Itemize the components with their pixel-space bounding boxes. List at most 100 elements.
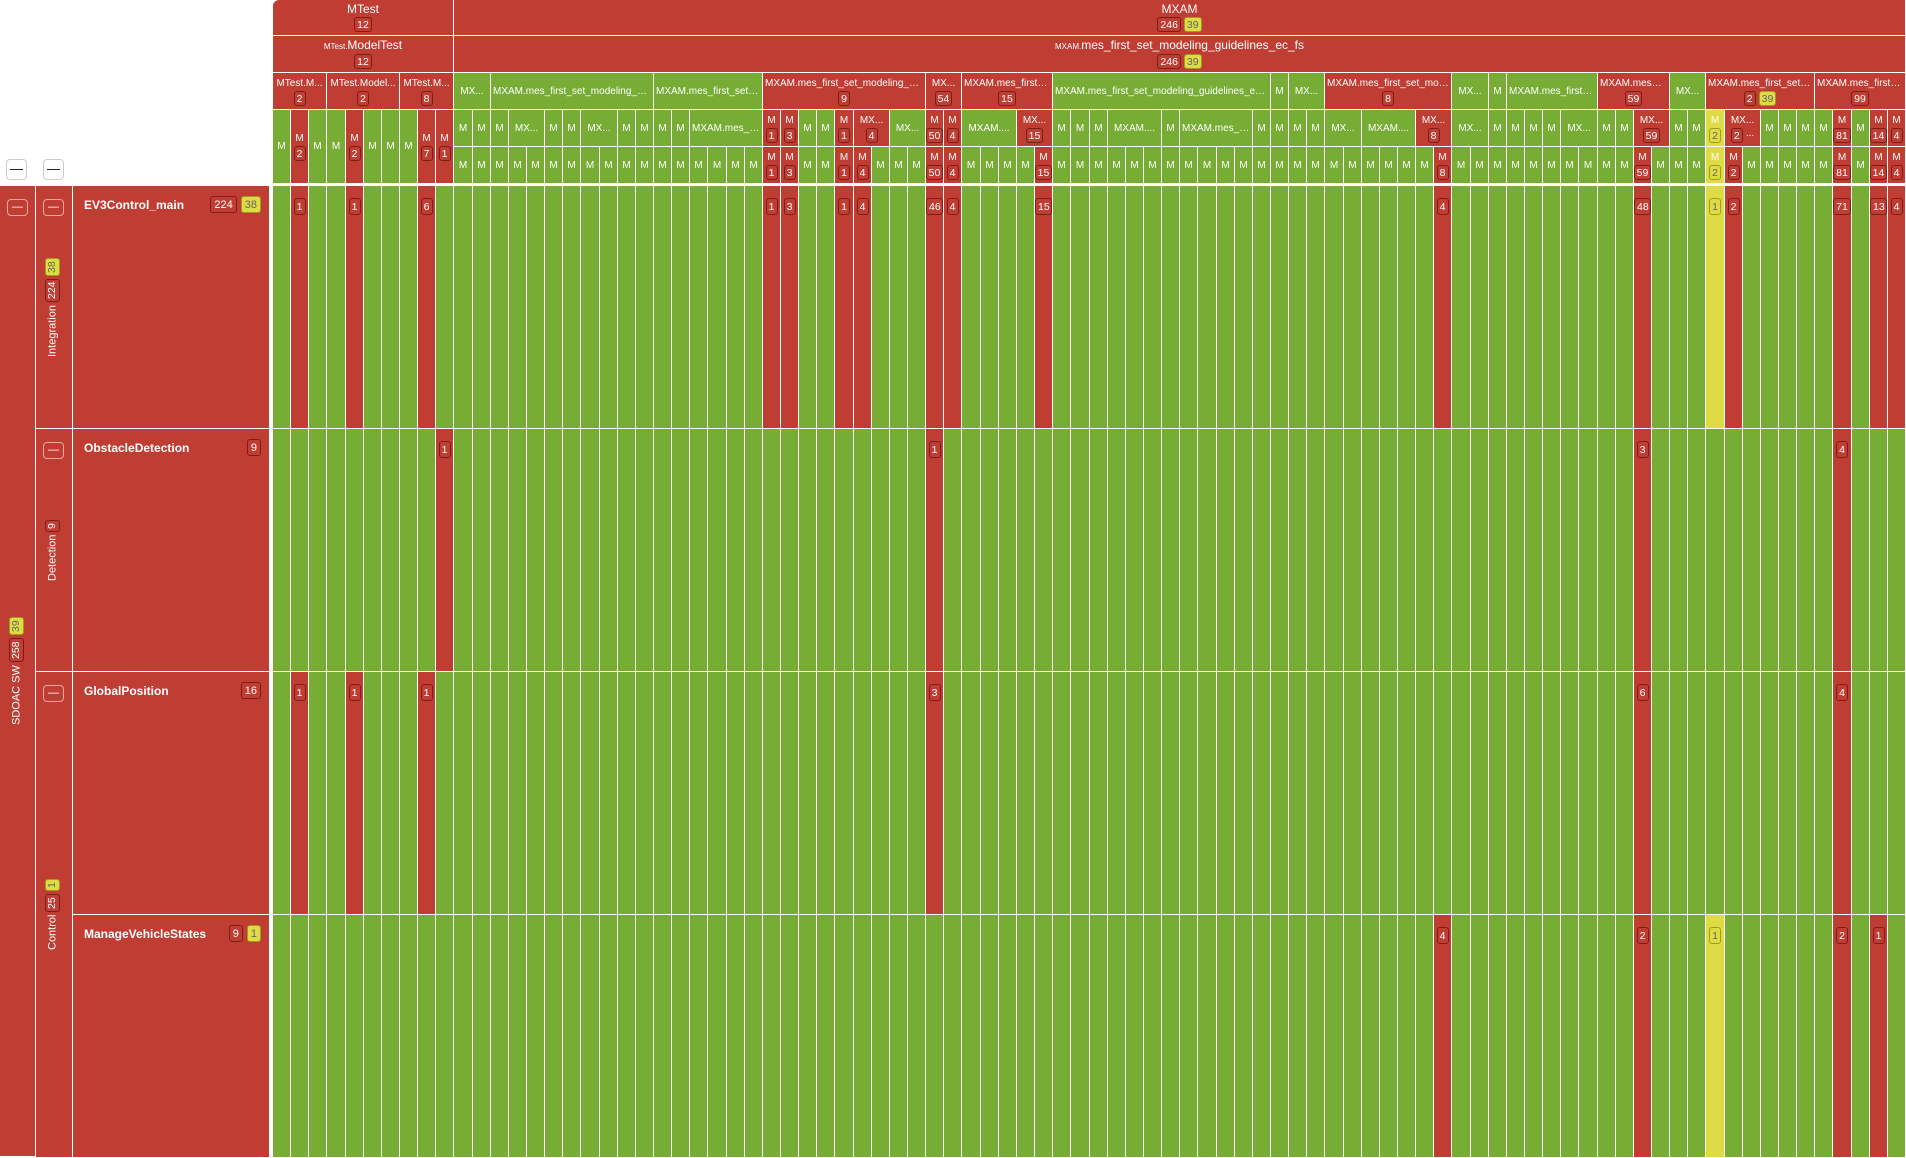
header-subgroup[interactable]: MX... <box>1452 110 1489 147</box>
matrix-cell[interactable] <box>1434 672 1452 915</box>
header-subgroup[interactable]: M <box>1289 110 1307 147</box>
matrix-cell[interactable] <box>1398 672 1416 915</box>
matrix-cell[interactable] <box>1598 429 1616 672</box>
matrix-cell[interactable] <box>491 915 509 1158</box>
matrix-cell[interactable] <box>364 429 382 672</box>
matrix-cell[interactable] <box>1489 186 1507 429</box>
matrix-cell[interactable] <box>1416 186 1434 429</box>
tree-row[interactable]: EV3Control_main 224 38 <box>73 186 270 429</box>
matrix-cell[interactable] <box>400 429 418 672</box>
matrix-cell[interactable] <box>1017 186 1035 429</box>
header-modeltest[interactable]: MTest.ModelTest 12 <box>273 36 454 73</box>
matrix-cell[interactable] <box>600 186 618 429</box>
matrix-cell[interactable] <box>581 672 600 915</box>
matrix-cell[interactable] <box>1725 429 1743 672</box>
matrix-cell[interactable] <box>1198 186 1217 429</box>
matrix-cell[interactable] <box>1507 186 1525 429</box>
matrix-cell[interactable] <box>1235 672 1253 915</box>
header-group[interactable]: MXAM.mes_first_set_modeling_guidelines_e… <box>1053 73 1271 110</box>
matrix-cell[interactable] <box>708 429 727 672</box>
matrix-cell[interactable] <box>1108 186 1126 429</box>
matrix-cell[interactable] <box>1489 429 1507 672</box>
matrix-cell[interactable] <box>400 186 418 429</box>
matrix-cell[interactable] <box>1071 915 1090 1158</box>
matrix-cell[interactable] <box>346 915 364 1158</box>
matrix-cell[interactable] <box>527 186 545 429</box>
matrix-cell[interactable] <box>1543 915 1561 1158</box>
matrix-cell[interactable] <box>1543 429 1561 672</box>
matrix-cell[interactable] <box>708 915 727 1158</box>
matrix-cell[interactable] <box>454 672 473 915</box>
matrix-cell[interactable] <box>1289 186 1307 429</box>
header-subgroup[interactable]: M <box>491 110 509 147</box>
matrix-cell[interactable] <box>1090 672 1108 915</box>
matrix-cell[interactable] <box>1325 915 1344 1158</box>
matrix-cell[interactable] <box>1053 429 1071 672</box>
matrix-cell[interactable] <box>400 672 418 915</box>
header-check[interactable]: M <box>636 147 654 184</box>
matrix-cell[interactable] <box>473 429 491 672</box>
header-group[interactable]: MTest.Model... 2 <box>327 73 400 110</box>
matrix-cell[interactable] <box>999 186 1017 429</box>
matrix-cell[interactable] <box>781 429 799 672</box>
header-check[interactable]: M <box>799 147 817 184</box>
matrix-cell[interactable]: 13 <box>1870 186 1888 429</box>
header-group[interactable]: MTest.M... 2 <box>273 73 327 110</box>
matrix-cell[interactable] <box>854 429 872 672</box>
matrix-cell[interactable]: 1 <box>763 186 781 429</box>
matrix-cell[interactable] <box>1797 915 1815 1158</box>
matrix-cell[interactable] <box>309 186 327 429</box>
matrix-cell[interactable] <box>327 915 346 1158</box>
matrix-cell[interactable] <box>1362 429 1380 672</box>
matrix-cell[interactable] <box>454 429 473 672</box>
header-mtest[interactable]: MTest 12 <box>273 0 454 36</box>
matrix-cell[interactable] <box>1162 672 1180 915</box>
header-subgroup[interactable]: M 81 <box>1833 110 1852 147</box>
matrix-cell[interactable] <box>745 429 763 672</box>
matrix-cell[interactable] <box>1071 429 1090 672</box>
matrix-cell[interactable] <box>527 915 545 1158</box>
header-check[interactable]: M <box>600 147 618 184</box>
matrix-cell[interactable] <box>1053 186 1071 429</box>
matrix-cell[interactable] <box>1217 915 1235 1158</box>
matrix-cell[interactable] <box>1289 429 1307 672</box>
matrix-cell[interactable] <box>636 915 654 1158</box>
header-check[interactable]: M <box>908 147 926 184</box>
matrix-cell[interactable] <box>509 429 527 672</box>
matrix-cell[interactable] <box>1271 672 1289 915</box>
matrix-cell[interactable] <box>364 915 382 1158</box>
header-check[interactable]: M <box>1344 147 1362 184</box>
matrix-cell[interactable] <box>1761 186 1779 429</box>
header-subgroup[interactable]: M <box>1852 110 1870 147</box>
matrix-cell[interactable] <box>563 672 581 915</box>
matrix-cell[interactable] <box>799 429 817 672</box>
header-check[interactable]: M <box>1289 147 1307 184</box>
header-check[interactable]: M <box>999 147 1017 184</box>
matrix-cell[interactable] <box>273 186 291 429</box>
header-check[interactable]: M <box>1670 147 1688 184</box>
matrix-cell[interactable] <box>817 186 835 429</box>
header-subgroup[interactable]: M <box>1616 110 1634 147</box>
collapse-rows-button[interactable]: — <box>43 159 64 180</box>
header-check[interactable]: M <box>1452 147 1471 184</box>
matrix-cell[interactable] <box>600 672 618 915</box>
matrix-cell[interactable] <box>727 186 745 429</box>
collapse-icon[interactable]: — <box>43 685 64 702</box>
header-check[interactable]: M 15 <box>1035 147 1053 184</box>
matrix-cell[interactable] <box>1416 429 1434 672</box>
matrix-cell[interactable] <box>1090 429 1108 672</box>
header-check[interactable]: M 50 <box>926 147 944 184</box>
matrix-cell[interactable] <box>1307 672 1325 915</box>
matrix-cell[interactable] <box>1090 186 1108 429</box>
matrix-cell[interactable] <box>1779 915 1797 1158</box>
matrix-cell[interactable] <box>1815 915 1833 1158</box>
header-subgroup[interactable]: MXAM.... <box>1362 110 1416 147</box>
matrix-cell[interactable] <box>1797 186 1815 429</box>
matrix-cell[interactable] <box>1852 186 1870 429</box>
header-subgroup[interactable]: M <box>545 110 563 147</box>
matrix-cell[interactable] <box>1815 186 1833 429</box>
